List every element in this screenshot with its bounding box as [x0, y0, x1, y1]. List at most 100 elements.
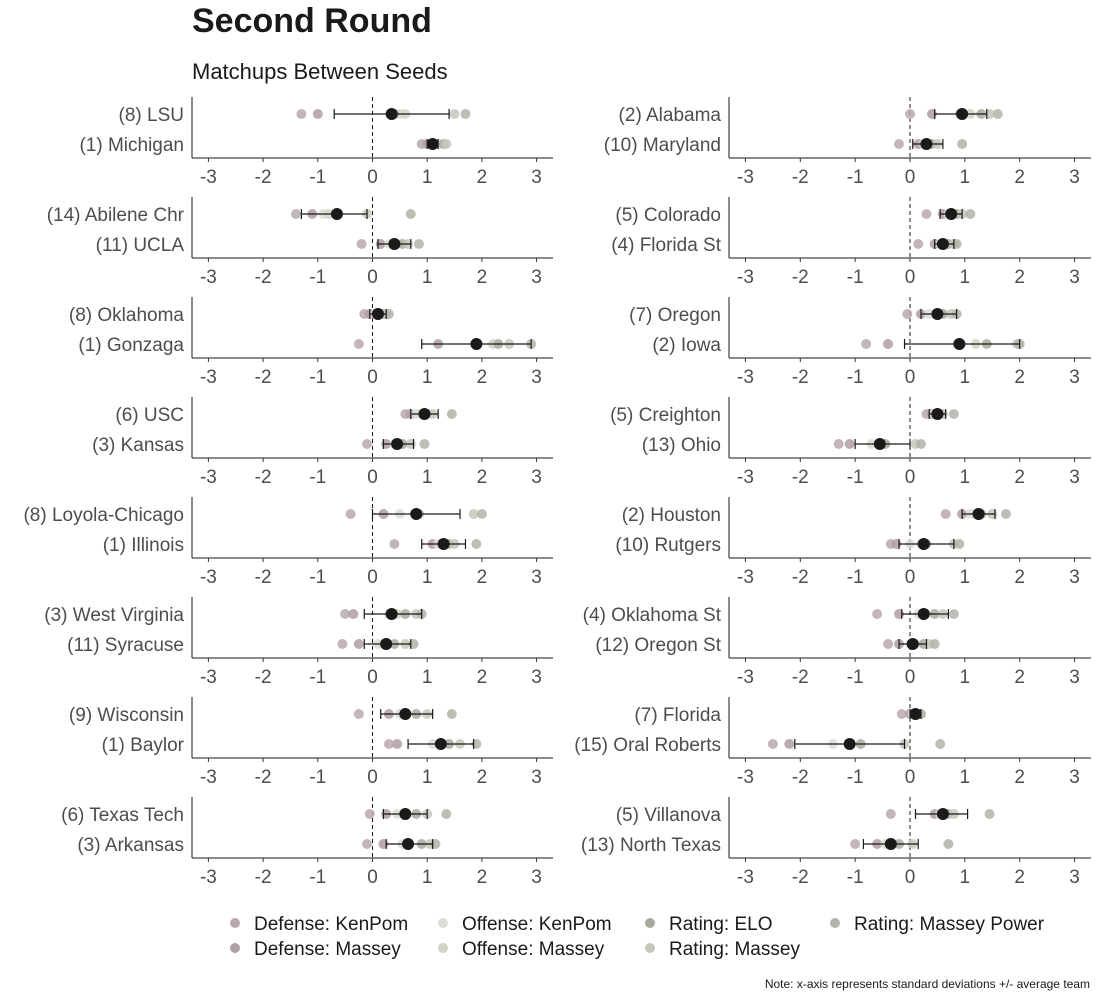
legend-label: Offense: Massey — [462, 939, 605, 960]
mean-point — [917, 538, 930, 550]
x-tick-label: -1 — [309, 667, 326, 688]
metric-point — [954, 539, 965, 549]
x-tick-label: 2 — [1014, 167, 1025, 188]
x-tick-label: 2 — [1014, 467, 1025, 488]
metric-point — [446, 409, 457, 419]
x-tick-label: 0 — [367, 267, 378, 288]
mean-point — [873, 438, 886, 450]
x-tick-label: -2 — [255, 167, 272, 188]
x-tick-label: 1 — [960, 467, 971, 488]
mean-point — [884, 838, 897, 850]
team-label: (3) Kansas — [92, 435, 184, 456]
metric-point — [364, 809, 375, 819]
mean-point — [402, 838, 415, 850]
legend-item: Rating: Massey Power — [830, 914, 1044, 936]
x-tick-label: 1 — [422, 367, 433, 388]
x-tick-label: -3 — [200, 367, 217, 388]
x-tick-label: 2 — [477, 367, 488, 388]
legend-item: Rating: ELO — [645, 914, 773, 936]
metric-point — [392, 739, 403, 749]
x-tick-label: -3 — [200, 567, 217, 588]
team-label: (6) Texas Tech — [61, 805, 184, 826]
x-tick-label: -1 — [309, 867, 326, 888]
x-tick-label: 2 — [477, 467, 488, 488]
mean-point — [434, 738, 447, 750]
x-tick-label: -2 — [792, 267, 809, 288]
metric-point — [362, 439, 373, 449]
x-tick-label: 0 — [367, 767, 378, 788]
mean-point — [399, 708, 412, 720]
team-label: (13) Ohio — [642, 435, 721, 456]
x-tick-label: 3 — [531, 667, 542, 688]
team-label: (11) UCLA — [96, 235, 185, 256]
legend-swatch — [645, 942, 655, 953]
x-tick-label: 3 — [1069, 567, 1080, 588]
x-tick-label: -1 — [309, 767, 326, 788]
metric-point — [883, 639, 894, 649]
x-tick-label: 1 — [422, 567, 433, 588]
x-tick-label: -2 — [792, 467, 809, 488]
x-tick-label: 1 — [422, 867, 433, 888]
metric-point — [984, 809, 995, 819]
x-tick-label: 0 — [367, 667, 378, 688]
mean-point — [399, 808, 412, 820]
mean-point — [917, 608, 930, 620]
x-tick-label: -2 — [792, 167, 809, 188]
team-label: (12) Oregon St — [595, 635, 721, 656]
metric-point — [353, 639, 364, 649]
x-tick-label: 0 — [367, 867, 378, 888]
x-tick-label: -1 — [847, 567, 864, 588]
team-label: (8) Loyola-Chicago — [23, 505, 184, 526]
x-tick-label: 3 — [531, 867, 542, 888]
x-tick-label: -3 — [200, 667, 217, 688]
legend-swatch — [438, 917, 448, 928]
x-tick-label: 3 — [531, 167, 542, 188]
team-label: (5) Creighton — [610, 405, 721, 426]
team-label: (1) Michigan — [79, 135, 184, 156]
x-tick-label: -3 — [737, 167, 754, 188]
x-tick-label: -3 — [737, 267, 754, 288]
x-tick-label: -2 — [792, 767, 809, 788]
team-label: (14) Abilene Chr — [47, 205, 185, 226]
legend-item: Offense: KenPom — [438, 914, 612, 936]
mean-point — [843, 738, 856, 750]
metric-point — [405, 209, 416, 219]
metric-point — [948, 609, 959, 619]
x-tick-label: 2 — [1014, 667, 1025, 688]
team-label: (1) Gonzaga — [78, 335, 184, 356]
metric-point — [902, 309, 913, 319]
metric-point — [767, 739, 778, 749]
metric-point — [340, 609, 351, 619]
metric-point — [940, 509, 951, 519]
x-tick-label: -1 — [847, 667, 864, 688]
x-tick-label: -2 — [255, 667, 272, 688]
x-tick-label: -2 — [255, 567, 272, 588]
metric-point — [345, 509, 356, 519]
legend-label: Rating: Massey Power — [854, 914, 1045, 935]
x-tick-label: 0 — [905, 667, 916, 688]
x-tick-label: 0 — [905, 867, 916, 888]
metric-point — [389, 539, 400, 549]
x-tick-label: -1 — [309, 167, 326, 188]
x-tick-label: 0 — [905, 467, 916, 488]
metric-point — [362, 839, 373, 849]
x-tick-label: -1 — [847, 367, 864, 388]
legend-label: Defense: KenPom — [254, 914, 409, 935]
mean-point — [470, 338, 483, 350]
x-tick-label: 3 — [1069, 267, 1080, 288]
x-tick-label: 3 — [1069, 767, 1080, 788]
team-label: (5) Colorado — [615, 205, 721, 226]
team-label: (10) Maryland — [604, 135, 721, 156]
team-label: (7) Oregon — [629, 305, 721, 326]
metric-point — [948, 409, 959, 419]
x-tick-label: 2 — [1014, 267, 1025, 288]
legend-swatch — [830, 917, 840, 928]
x-tick-label: 2 — [477, 267, 488, 288]
x-tick-label: -2 — [792, 667, 809, 688]
x-tick-label: 3 — [531, 367, 542, 388]
metric-point — [883, 339, 894, 349]
x-tick-label: -3 — [200, 767, 217, 788]
metric-point — [446, 709, 457, 719]
metric-point — [1000, 509, 1011, 519]
x-tick-label: 2 — [1014, 867, 1025, 888]
